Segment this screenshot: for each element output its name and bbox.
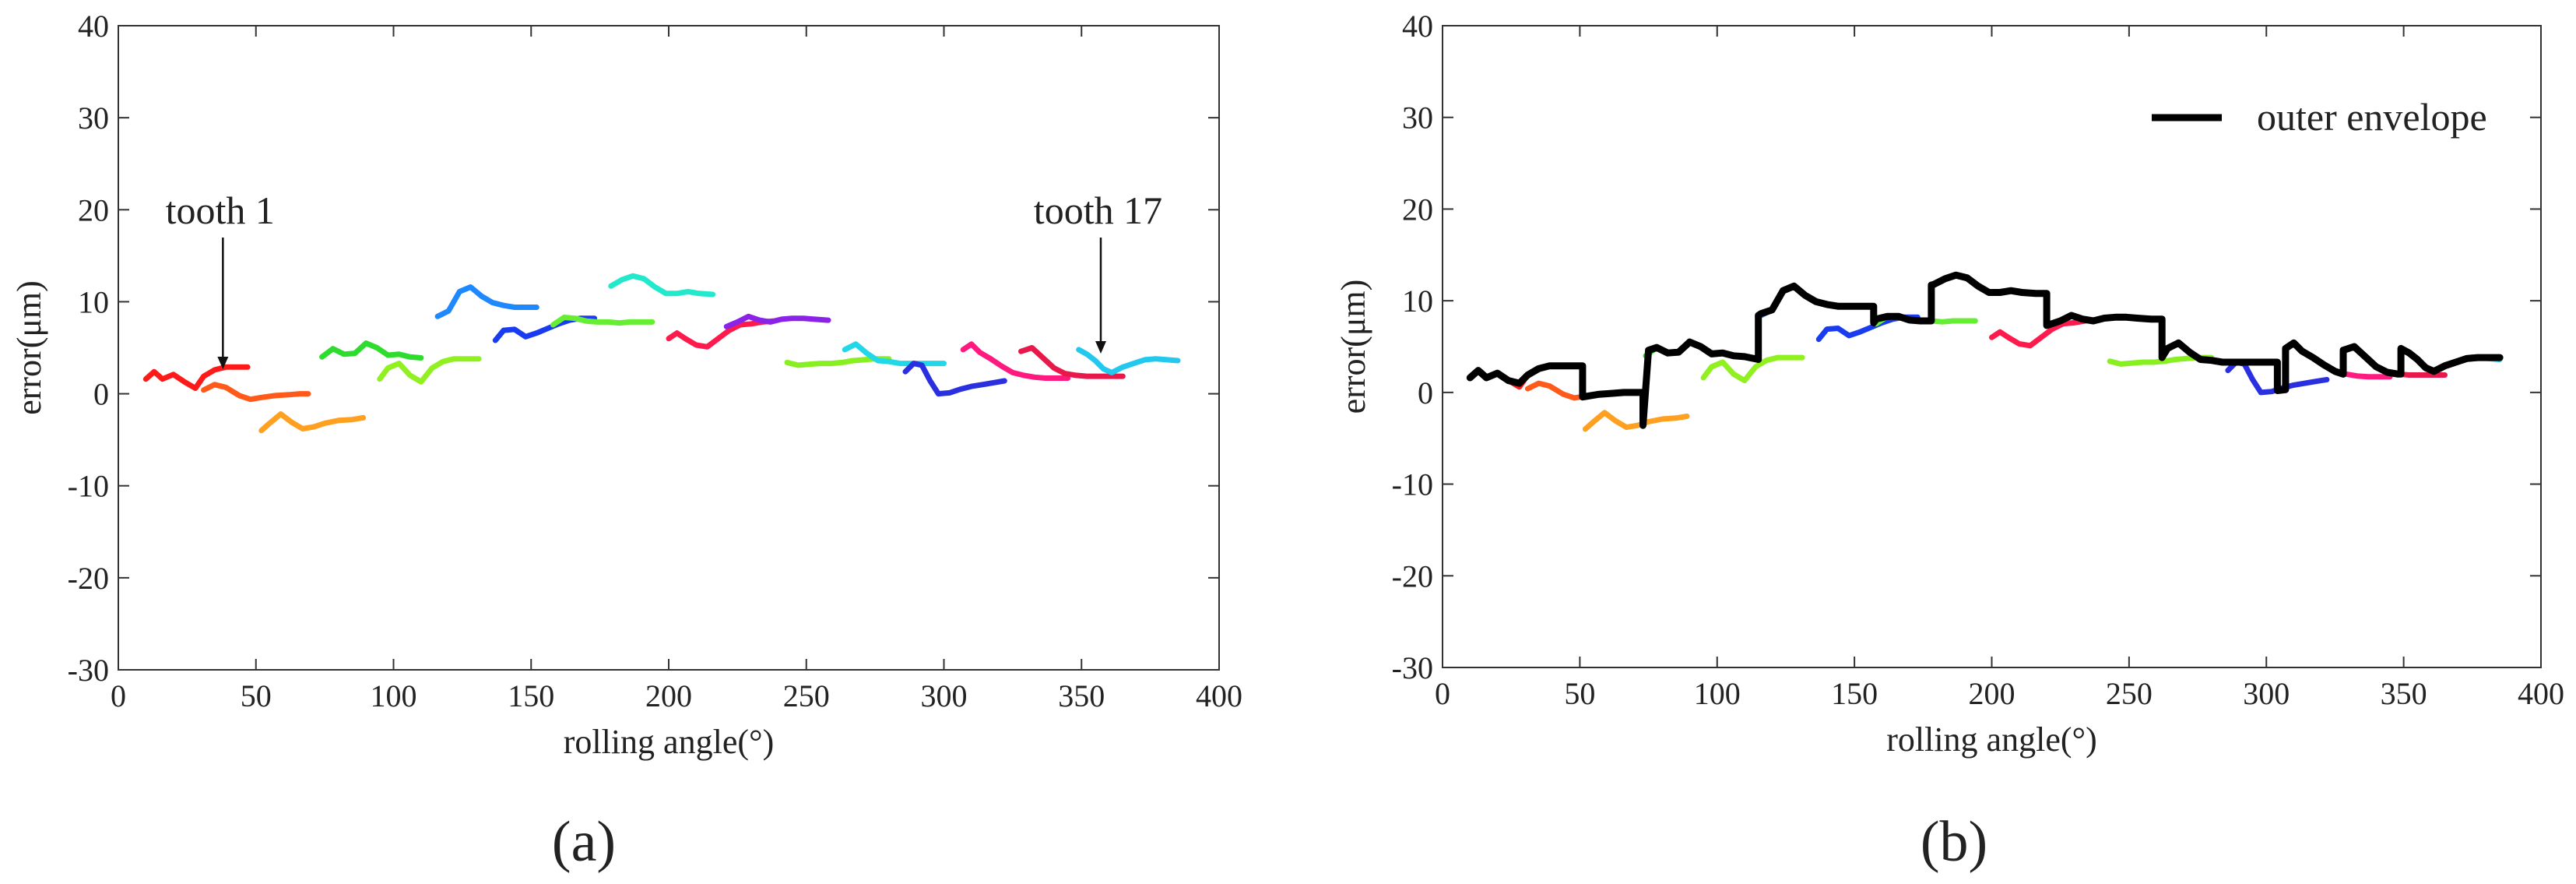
panel-a-series-tooth-16 bbox=[1018, 345, 1126, 379]
panel-b-y-axis-label: error(μm) bbox=[1334, 280, 1372, 414]
panel-a-series-tooth-14 bbox=[902, 361, 1007, 397]
panel-b-series-tooth-3 bbox=[1582, 410, 1690, 432]
panel-a-series-tooth-2 bbox=[201, 382, 311, 403]
panel-a-x-tick-label: 300 bbox=[921, 678, 968, 713]
panel-a-y-axis-label: error(μm) bbox=[10, 280, 48, 415]
panel-b-x-axis-label: rolling angle(°) bbox=[1886, 720, 2097, 759]
panel-a-series-tooth-8 bbox=[550, 315, 655, 328]
panel-b-label: (b) bbox=[1921, 810, 1987, 874]
panel-b-y-tick-label: -30 bbox=[1392, 650, 1433, 685]
panel-a-series-tooth-3 bbox=[258, 411, 367, 434]
panel-b-x-tick-label: 100 bbox=[1694, 676, 1741, 711]
panel-a-series-tooth-10 bbox=[666, 318, 776, 350]
panel-a-x-tick-label: 0 bbox=[111, 678, 126, 713]
panel-a-plot-frame bbox=[118, 25, 1220, 671]
panel-b-series-tooth-5 bbox=[1700, 354, 1805, 384]
panel-b-x-tick-label: 200 bbox=[1969, 676, 2015, 711]
panel-a-x-tick-label: 400 bbox=[1196, 678, 1242, 713]
panel-a-y-tick-label: 30 bbox=[78, 100, 109, 136]
panel-a-x-tick-label: 50 bbox=[241, 678, 272, 713]
panel-b-outer-envelope-line bbox=[1466, 271, 2504, 429]
panel-a-annotation-label: tooth 17 bbox=[1034, 188, 1162, 232]
panel-a-series-tooth-12 bbox=[784, 356, 892, 368]
panel-a-x-axis-label: rolling angle(°) bbox=[564, 723, 775, 761]
panel-b-chart: 0 50 100 150 200 250 300 350 400 -30 -20 -10 0 10 20 30… bbox=[1334, 9, 2564, 759]
panel-a-series-tooth-15 bbox=[960, 341, 1071, 381]
panel-a-y-tick-label: 0 bbox=[93, 377, 109, 412]
panel-b-x-tick-label: 400 bbox=[2518, 676, 2564, 711]
panel-b-y-tick-label: 30 bbox=[1402, 100, 1433, 136]
panel-b-x-tick-label: 0 bbox=[1435, 676, 1450, 711]
panel-b-x-tick-label: 50 bbox=[1564, 676, 1595, 711]
panel-b-plot-area bbox=[1466, 271, 2504, 432]
panel-a-series-tooth-17 bbox=[1076, 347, 1181, 375]
panel-a-series-tooth-13 bbox=[842, 341, 947, 367]
panel-a-annotation-label: tooth 1 bbox=[166, 188, 275, 232]
panel-b-x-tick-label: 300 bbox=[2243, 676, 2290, 711]
panel-a-y-tick-label: 10 bbox=[78, 284, 109, 319]
panel-a-chart: 0 50 100 150 200 250 300 350 400 -30 -20 -10 0 10 20 30… bbox=[10, 9, 1242, 761]
panel-a-series-tooth-11 bbox=[723, 313, 831, 329]
panel-a-x-tick-label: 100 bbox=[371, 678, 417, 713]
panel-a-series-tooth-4 bbox=[319, 340, 424, 361]
panel-a-x-tick-label: 150 bbox=[508, 678, 554, 713]
panel-a-annotation-arrowhead bbox=[1095, 340, 1106, 354]
panel-b-y-tick-label: 20 bbox=[1402, 192, 1433, 227]
panel-b-legend-label: outer envelope bbox=[2257, 95, 2487, 139]
panel-a-y-tick-label: -30 bbox=[68, 653, 109, 688]
panel-b-y-tick-label: -10 bbox=[1392, 467, 1433, 502]
panel-a-y-tick-label: 20 bbox=[78, 192, 109, 227]
panel-b-x-tick-label: 150 bbox=[1831, 676, 1878, 711]
panel-b-y-tick-label: 10 bbox=[1402, 284, 1433, 319]
panel-b-series-tooth-10 bbox=[1989, 317, 2099, 349]
panel-a-series-tooth-6 bbox=[434, 284, 539, 319]
panel-a-series-tooth-1 bbox=[142, 364, 251, 391]
panel-b-y-tick-label: 0 bbox=[1418, 375, 1433, 410]
panel-a-y-tick-label: -10 bbox=[68, 469, 109, 504]
panel-a-series-tooth-9 bbox=[608, 273, 716, 298]
panel-b-y-tick-label: 40 bbox=[1402, 9, 1433, 44]
panel-b-x-tick-label: 350 bbox=[2381, 676, 2427, 711]
panel-a-series-tooth-5 bbox=[377, 356, 482, 385]
panel-a-y-tick-label: 40 bbox=[78, 9, 109, 44]
panel-a-label: (a) bbox=[552, 810, 616, 874]
panel-a-x-tick-label: 350 bbox=[1058, 678, 1105, 713]
panel-b-y-tick-label: -20 bbox=[1392, 558, 1433, 593]
panel-a-plot-area bbox=[142, 273, 1181, 434]
panel-a-x-tick-label: 250 bbox=[783, 678, 830, 713]
panel-a-x-tick-label: 200 bbox=[645, 678, 692, 713]
panel-a-annotation-arrowhead bbox=[217, 357, 229, 370]
panel-b-x-tick-label: 250 bbox=[2106, 676, 2153, 711]
panel-a-y-tick-label: -20 bbox=[68, 561, 109, 596]
